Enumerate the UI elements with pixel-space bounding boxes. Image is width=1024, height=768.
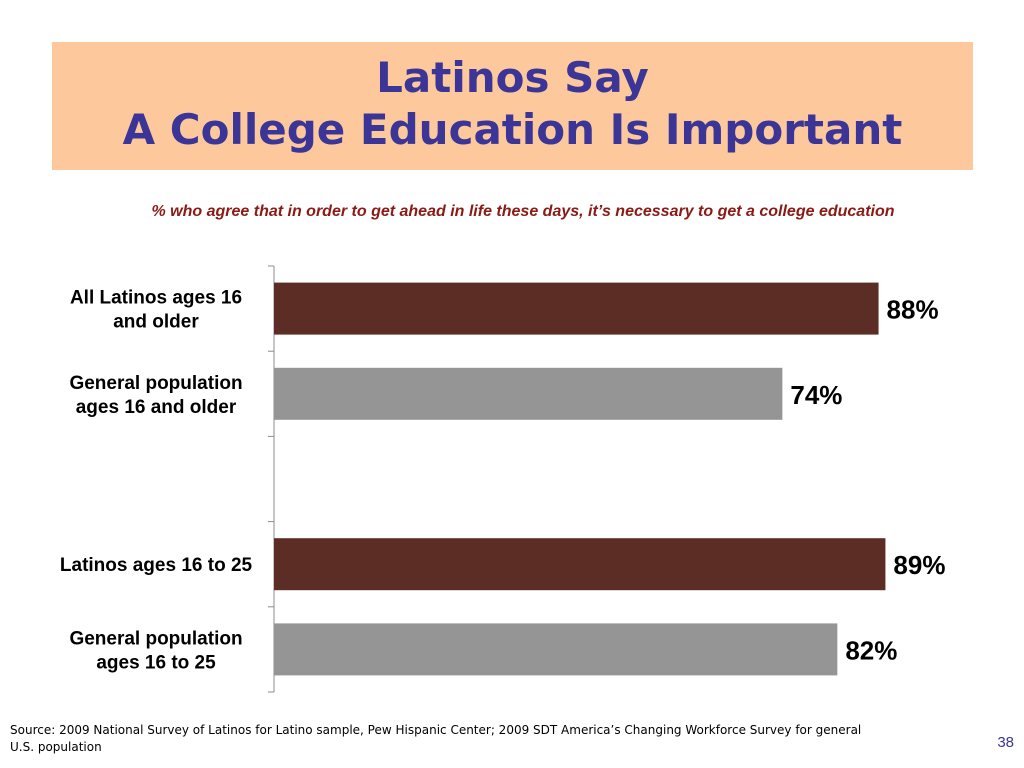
bar <box>274 538 886 591</box>
category-label: General population <box>69 628 242 649</box>
data-label: 89% <box>893 550 945 580</box>
source-note: Source: 2009 National Survey of Latinos … <box>10 723 862 754</box>
category-label: All Latinos ages 16 <box>70 288 242 309</box>
data-label: 88% <box>887 295 939 325</box>
title-banner: Latinos Say A College Education Is Impor… <box>52 42 973 170</box>
category-label: Latinos ages 16 to 25 <box>60 555 253 576</box>
title-line-2: A College Education Is Important <box>122 105 903 154</box>
bar <box>274 282 879 335</box>
bar <box>274 367 783 420</box>
category-label: General population <box>69 373 242 394</box>
bar <box>274 623 838 676</box>
chart-subtitle: % who agree that in order to get ahead i… <box>151 203 895 220</box>
category-label: ages 16 to 25 <box>96 652 216 673</box>
data-label: 82% <box>845 635 897 665</box>
page-number: 38 <box>997 734 1014 751</box>
category-label: ages 16 and older <box>76 397 237 418</box>
title-line-1: Latinos Say <box>376 53 649 102</box>
category-label: and older <box>113 312 199 333</box>
data-label: 74% <box>790 380 842 410</box>
